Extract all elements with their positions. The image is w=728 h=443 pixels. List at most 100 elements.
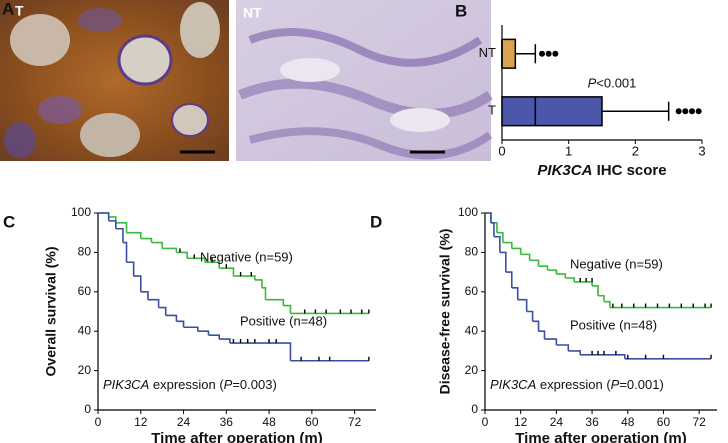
survival-step xyxy=(158,306,167,316)
x-tick-label: 36 xyxy=(220,415,234,429)
y-tick-label: 100 xyxy=(458,205,478,219)
box xyxy=(501,96,603,127)
survival-step xyxy=(505,271,513,288)
y-tick-label: 100 xyxy=(71,205,91,219)
x-tick-label: 36 xyxy=(585,415,599,429)
survival-step xyxy=(565,277,576,282)
survival-step xyxy=(283,304,292,314)
survival-step xyxy=(598,294,605,302)
survival-step xyxy=(219,267,235,277)
y-tick-label: 60 xyxy=(465,284,479,298)
outlier xyxy=(675,108,682,115)
x-tick-label: 48 xyxy=(621,415,635,429)
annotation-part: expression ( xyxy=(536,377,611,392)
annotation-part: =0.001) xyxy=(619,377,663,392)
survival-step xyxy=(529,259,540,267)
annotation-part: PIK3CA xyxy=(103,377,149,392)
survival-step xyxy=(568,350,581,355)
y-tick-label: T xyxy=(488,103,496,118)
survival-step xyxy=(133,275,142,292)
annotation: PIK3CA expression (P=0.001) xyxy=(490,377,664,392)
y-axis-label: Disease-free survival (%) xyxy=(437,229,453,395)
x-tick-label: 72 xyxy=(692,415,706,429)
survival-step xyxy=(485,212,492,223)
y-tick-label: 0 xyxy=(471,402,478,416)
image-label: T xyxy=(15,3,24,19)
survival-step xyxy=(502,241,513,249)
x-tick-label: 0 xyxy=(498,143,505,158)
survival-step xyxy=(580,354,626,359)
survival-step xyxy=(493,235,501,253)
survival-step xyxy=(147,298,160,308)
series-label: Positive (n=48) xyxy=(240,313,327,328)
y-tick-label: 0 xyxy=(84,402,91,416)
survival-step xyxy=(126,231,142,239)
survival-step xyxy=(592,285,599,296)
micrograph-nontumor xyxy=(236,0,493,161)
panel-label: D xyxy=(370,212,382,231)
x-axis-label-part: PIK3CA xyxy=(537,162,592,179)
survival-step xyxy=(603,300,611,308)
series-label: Negative (n=59) xyxy=(200,249,293,264)
survival-step xyxy=(162,247,178,253)
survival-step xyxy=(490,222,495,237)
x-tick-label: 0 xyxy=(482,415,489,429)
series-label: Positive (n=48) xyxy=(570,317,657,332)
survival-step xyxy=(526,310,534,322)
survival-step xyxy=(204,261,220,269)
annotation-part: expression ( xyxy=(149,377,224,392)
survival-step xyxy=(538,330,546,340)
outlier xyxy=(689,108,695,115)
y-tick-label: 20 xyxy=(465,363,479,377)
annotation: P<0.001 xyxy=(588,76,637,91)
annotation-part: P xyxy=(611,377,620,392)
annotation-part: =0.003) xyxy=(232,377,276,392)
survival-step xyxy=(183,326,199,332)
survival-step xyxy=(151,241,163,249)
survival-step xyxy=(98,212,110,221)
x-tick-label: 24 xyxy=(177,415,191,429)
survival-step xyxy=(520,253,531,261)
survival-step xyxy=(496,231,504,243)
survival-step xyxy=(261,287,267,300)
x-axis-label-part: IHC score xyxy=(592,162,666,179)
outlier xyxy=(539,50,545,57)
survival-step xyxy=(229,342,292,361)
panel-label: B xyxy=(455,1,467,20)
survival-step xyxy=(556,344,570,351)
panel-label: A xyxy=(2,0,14,18)
y-tick-label: 80 xyxy=(78,245,92,259)
annotation-part: PIK3CA xyxy=(490,377,536,392)
y-tick-label: 40 xyxy=(78,323,92,337)
survival-step xyxy=(165,314,178,322)
survival-step xyxy=(140,237,153,243)
x-tick-label: 60 xyxy=(657,415,671,429)
y-tick-label: 60 xyxy=(78,284,92,298)
y-tick-label: 20 xyxy=(78,363,92,377)
survival-step xyxy=(108,220,117,229)
survival-step xyxy=(233,275,256,280)
panel-label: C xyxy=(3,212,15,231)
survival-step xyxy=(538,265,549,271)
micrograph-tumor xyxy=(0,0,229,161)
survival-step xyxy=(544,338,558,345)
survival-step xyxy=(208,334,220,340)
annotation-part: P xyxy=(588,76,597,91)
survival-step xyxy=(499,251,507,273)
outlier xyxy=(552,50,559,57)
x-tick-label: 24 xyxy=(550,415,564,429)
survival-step xyxy=(115,227,124,243)
x-tick-label: 3 xyxy=(698,143,705,158)
survival-step xyxy=(115,222,128,233)
survival-step xyxy=(108,216,117,223)
survival-step xyxy=(219,338,231,344)
x-tick-label: 12 xyxy=(514,415,528,429)
y-tick-label: 80 xyxy=(465,245,479,259)
survival-step xyxy=(122,241,128,263)
image-label: NT xyxy=(243,5,262,21)
y-tick-label: NT xyxy=(479,45,496,60)
outlier xyxy=(682,108,689,115)
y-tick-label: 40 xyxy=(465,323,479,337)
outlier xyxy=(545,50,552,57)
survival-step xyxy=(517,298,528,312)
